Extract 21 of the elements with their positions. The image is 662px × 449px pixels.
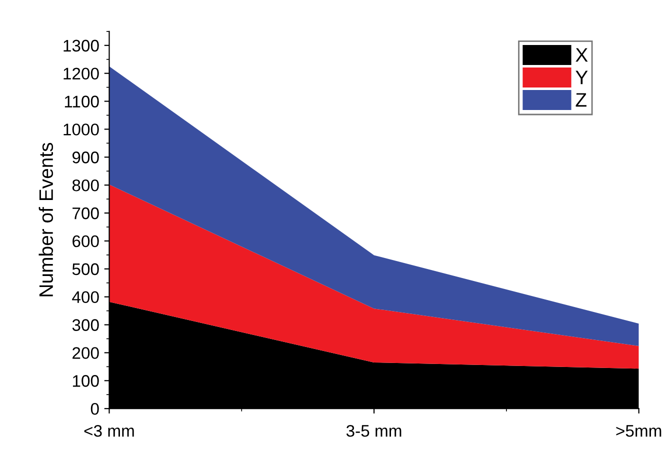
y-tick-label: 1300 [64,40,99,52]
y-tick-label: 400 [72,291,99,304]
y-tick-label: 500 [72,263,99,276]
y-tick-label: 600 [72,235,99,248]
y-tick-label: 100 [72,375,99,387]
y-tick-label: 1200 [64,68,99,80]
y-tick-label: 0 [90,402,99,415]
y-axis-title: Number of Events [38,142,54,296]
y-tick-label: 1000 [64,124,99,136]
x-tick-label: 3-5 mm [346,425,402,437]
y-tick-label: 1100 [64,96,99,108]
y-tick-label: 700 [72,207,99,220]
y-tick-label: 200 [72,347,99,359]
legend-label: X [576,48,588,62]
y-tick-label: 900 [72,152,99,164]
legend-label: Z [576,93,586,107]
y-tick-label: 300 [72,319,99,331]
x-tick-label: <3 mm [84,425,134,437]
legend-label: Y [576,70,588,84]
x-tick-label: >5mm [616,425,662,437]
y-tick-label: 800 [72,179,99,192]
